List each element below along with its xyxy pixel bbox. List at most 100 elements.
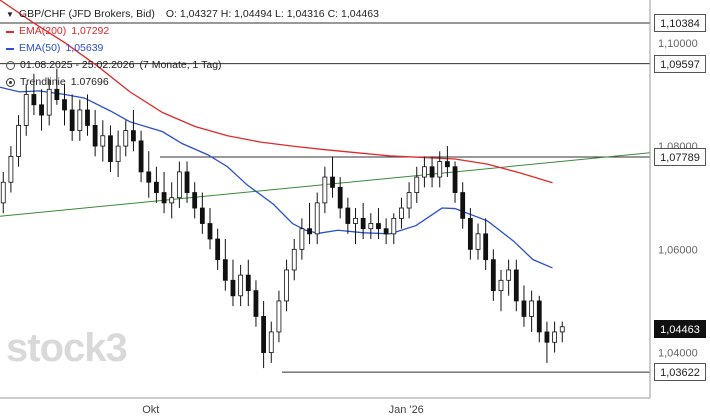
candle-body (337, 186, 343, 209)
candlesticks (0, 68, 565, 369)
candle-body (69, 109, 75, 132)
candle-body (184, 171, 190, 193)
ema50-line (0, 86, 553, 269)
range-row: 01.08.2025 - 25.02.2026 (7 Monate, 1 Tag… (6, 57, 379, 74)
candle-body (138, 140, 144, 173)
candle-body (383, 228, 389, 235)
candle-body (513, 269, 519, 302)
ema200-legend[interactable]: EMA(200) 1,07292 (6, 23, 379, 40)
price-tag-5: 1,03622 (654, 363, 706, 382)
date-range-detail: (7 Monate, 1 Tag) (139, 59, 222, 71)
candle-body (452, 166, 458, 193)
candle-body (391, 217, 397, 235)
price-tag-1: 1,10384 (654, 14, 706, 33)
candle-body (284, 269, 289, 302)
candle-body (444, 161, 450, 168)
ema200-value: 1,07292 (71, 25, 110, 37)
current-price-tag: 1,04463 (654, 319, 706, 338)
price-tag-3: 1,07789 (654, 147, 706, 166)
ema50-value: 1,05639 (65, 42, 104, 54)
candle-body (307, 228, 312, 235)
ema50-legend[interactable]: EMA(50) 1,05639 (6, 40, 379, 57)
candle-body (0, 181, 6, 204)
candle-body (108, 135, 113, 162)
candle-body (330, 176, 335, 188)
candle-body (559, 326, 565, 333)
candle-body (536, 300, 542, 333)
candle-body (54, 88, 60, 101)
candle-body (552, 331, 557, 343)
x-tick-label: Okt (142, 404, 159, 416)
trendline-legend[interactable]: Trendlinie 1.07696 (6, 74, 379, 91)
candle-body (467, 217, 473, 250)
candle-body (207, 223, 213, 240)
candle-body (230, 279, 236, 297)
candle-body (376, 223, 381, 230)
candle-body (192, 192, 198, 209)
candle-body (161, 192, 167, 204)
candle-body (23, 94, 29, 126)
candle-body (131, 130, 136, 142)
ema50-label: EMA(50) (19, 42, 61, 54)
x-axis: Okt Jan '26 (0, 397, 650, 416)
candle-body (85, 109, 90, 126)
ema200-label: EMA(200) (19, 25, 67, 37)
target-icon (6, 78, 15, 87)
candle-body (31, 94, 37, 106)
candle-body (46, 88, 52, 116)
candle-body (299, 228, 305, 250)
chevron-down-icon[interactable]: ▼ (6, 10, 14, 19)
candle-body (406, 192, 412, 209)
candle-body (353, 217, 358, 224)
ema200-line (0, 0, 553, 184)
candle-body (215, 238, 221, 261)
candle-body (268, 331, 274, 353)
ema50-swatch-icon (6, 47, 14, 50)
chart-legend: ▼ GBP/CHF (JFD Brokers, Bid) O: 1,04327 … (6, 6, 379, 91)
candle-body (261, 316, 267, 353)
x-tick-label: Jan '26 (389, 404, 424, 416)
y-tick-label: 1,10000 (658, 38, 698, 50)
candle-body (437, 161, 443, 178)
price-tag-2: 1,09597 (654, 54, 706, 73)
candle-body (62, 99, 67, 111)
candle-body (368, 223, 374, 230)
candle-body (8, 156, 14, 183)
candle-body (460, 192, 466, 219)
stock3-watermark: stock3 (6, 326, 128, 370)
candle-body (521, 300, 527, 317)
candle-body (506, 269, 512, 281)
candle-body (475, 233, 481, 250)
candle-body (429, 166, 435, 178)
ema200-swatch-icon (6, 30, 14, 33)
candle-body (238, 274, 244, 297)
candle-body (544, 331, 550, 343)
candle-body (245, 274, 251, 292)
candle-body (360, 217, 366, 230)
y-tick-label: 1,06000 (658, 244, 698, 256)
candle-body (115, 145, 121, 162)
candle-body (322, 176, 328, 204)
instrument-row: ▼ GBP/CHF (JFD Brokers, Bid) O: 1,04327 … (6, 6, 379, 23)
candle-body (146, 171, 152, 183)
candle-body (483, 233, 489, 261)
candle-body (16, 125, 21, 157)
candle-body (422, 166, 427, 178)
candle-body (154, 181, 159, 193)
ohlc-values: O: 1,04327 H: 1,04494 L: 1,04316 C: 1,04… (165, 8, 379, 20)
candle-body (169, 197, 175, 204)
clock-icon (6, 61, 15, 70)
candle-body (199, 207, 205, 224)
instrument-label: GBP/CHF (JFD Brokers, Bid) (18, 8, 155, 20)
candle-body (291, 248, 297, 271)
candle-body (176, 171, 182, 199)
candle-body (498, 279, 504, 292)
candle-body (414, 176, 420, 193)
candle-body (77, 109, 83, 132)
candle-body (39, 104, 44, 116)
candle-body (345, 207, 351, 224)
candle-body (529, 300, 535, 317)
trendline-label: Trendlinie (20, 76, 66, 88)
candle-body (276, 300, 282, 333)
